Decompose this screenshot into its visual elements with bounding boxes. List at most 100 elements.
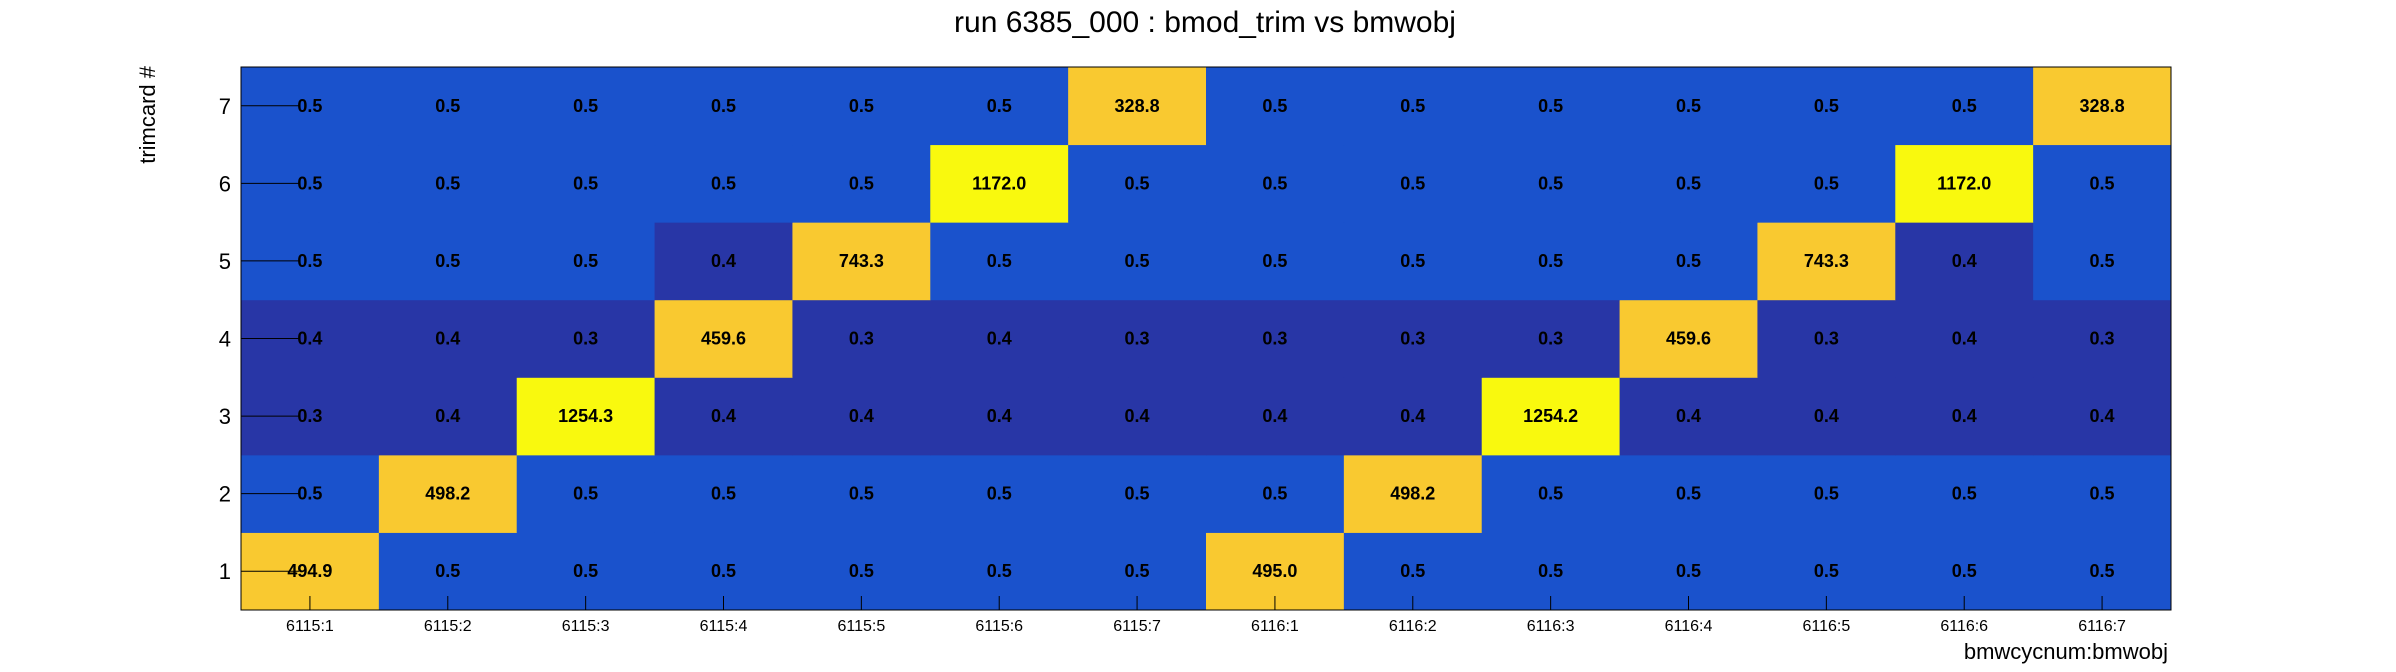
cell-value-label: 0.5 [849, 561, 874, 581]
cell-value-label: 0.5 [1538, 561, 1563, 581]
heatmap-cell [2033, 299, 2172, 378]
cell-value-label: 0.5 [1676, 484, 1701, 504]
cell-value-label: 0.5 [297, 96, 322, 116]
heatmap-cell [1619, 222, 1758, 301]
y-tick-label: 1 [219, 559, 231, 584]
cell-value-label: 0.5 [1262, 484, 1287, 504]
cell-value-label: 0.5 [297, 484, 322, 504]
heatmap-cell [1068, 454, 1207, 533]
y-tick-label: 4 [219, 327, 231, 352]
heatmap-cell [1481, 299, 1621, 378]
cell-value-label: 0.3 [1262, 329, 1287, 349]
cell-value-label: 494.9 [287, 561, 332, 581]
cell-value-label: 0.4 [711, 251, 736, 271]
x-tick-label: 6115:3 [562, 618, 610, 635]
cell-value-label: 498.2 [425, 484, 470, 504]
cell-value-label: 1172.0 [972, 173, 1026, 193]
cell-value-label: 0.3 [1125, 329, 1150, 349]
heatmap-cell [792, 454, 931, 533]
cell-value-label: 0.5 [1952, 561, 1977, 581]
cell-value-label: 0.3 [1400, 329, 1425, 349]
x-tick-label: 6115:1 [286, 618, 334, 635]
heatmap-cell [1481, 67, 1621, 146]
cell-value-label: 0.4 [1676, 406, 1701, 426]
heatmap-cell [2033, 377, 2172, 456]
heatmap-cell [1206, 222, 1345, 301]
heatmap-cell [1481, 222, 1621, 301]
heatmap-cell [2033, 67, 2172, 146]
cell-value-label: 0.5 [573, 251, 598, 271]
chart-title: run 6385_000 : bmod_trim vs bmwobj [954, 6, 1456, 39]
heatmap-cell [1343, 454, 1483, 533]
heatmap-cell [1206, 377, 1345, 456]
heatmap-cell [378, 67, 518, 146]
heatmap-cells [241, 67, 2172, 611]
heatmap-cell [930, 299, 1069, 378]
cell-value-label: 0.5 [1814, 561, 1839, 581]
cell-value-label: 0.5 [573, 173, 598, 193]
x-tick-label: 6115:6 [975, 618, 1023, 635]
cell-value-label: 0.4 [1814, 406, 1839, 426]
heatmap-cell [1619, 377, 1758, 456]
heatmap-cell [1481, 144, 1621, 223]
heatmap-cell [1343, 377, 1483, 456]
heatmap-cell [1757, 222, 1896, 301]
cell-value-label: 0.5 [573, 484, 598, 504]
cell-value-label: 0.5 [1400, 561, 1425, 581]
heatmap-cell [2033, 454, 2172, 533]
cell-value-label: 0.5 [1125, 484, 1150, 504]
heatmap-cell [1343, 144, 1483, 223]
cell-value-label: 0.5 [987, 251, 1012, 271]
x-tick-label: 6116:3 [1527, 618, 1575, 635]
y-tick-label: 2 [219, 482, 231, 507]
cell-value-label: 0.5 [1538, 251, 1563, 271]
cell-value-label: 743.3 [1804, 251, 1849, 271]
cell-value-label: 0.4 [2090, 406, 2115, 426]
cell-value-label: 0.3 [297, 406, 322, 426]
heatmap-cell [930, 67, 1069, 146]
cell-value-label: 0.5 [987, 484, 1012, 504]
cell-value-label: 0.5 [1262, 173, 1287, 193]
heatmap-cell [654, 299, 793, 378]
heatmap-cell [378, 299, 518, 378]
cell-value-label: 0.5 [1400, 96, 1425, 116]
y-tick-label: 7 [219, 94, 231, 119]
cell-value-label: 459.6 [701, 329, 746, 349]
x-tick-label: 6115:4 [700, 618, 748, 635]
cell-value-label: 0.4 [1400, 406, 1425, 426]
cell-value-label: 0.5 [1676, 173, 1701, 193]
cell-value-label: 0.5 [1538, 484, 1563, 504]
heatmap-cell [1343, 222, 1483, 301]
heatmap-cell [516, 299, 656, 378]
cell-value-label: 0.5 [2090, 484, 2115, 504]
cell-value-label: 0.5 [435, 251, 460, 271]
cell-value-label: 0.5 [1952, 484, 1977, 504]
heatmap-cell [378, 377, 518, 456]
heatmap-cell [1206, 67, 1345, 146]
cell-value-label: 0.4 [297, 329, 322, 349]
y-axis-title: trimcard # [135, 65, 160, 164]
cell-value-label: 328.8 [2080, 96, 2125, 116]
cell-value-label: 0.5 [435, 173, 460, 193]
heatmap-cell [1757, 377, 1896, 456]
cell-value-label: 1172.0 [1937, 173, 1991, 193]
cell-value-label: 459.6 [1666, 329, 1711, 349]
heatmap-cell [654, 67, 793, 146]
cell-value-label: 0.5 [1400, 251, 1425, 271]
heatmap-cell [792, 299, 931, 378]
cell-value-label: 0.5 [1676, 251, 1701, 271]
heatmap-cell [516, 222, 656, 301]
cell-value-label: 0.5 [1814, 173, 1839, 193]
cell-value-label: 0.5 [435, 96, 460, 116]
heatmap-cell [930, 454, 1069, 533]
x-axis-ticks: 6115:1 6115:2 6115:3 6115:4 6115:5 6115:6 6115… [286, 596, 2126, 635]
cell-value-label: 0.5 [1676, 561, 1701, 581]
cell-value-label: 0.3 [849, 329, 874, 349]
heatmap-cell [654, 377, 793, 456]
x-tick-label: 6115:2 [424, 618, 472, 635]
cell-value-label: 0.5 [1814, 96, 1839, 116]
cell-value-label: 0.4 [987, 329, 1012, 349]
cell-value-label: 0.5 [987, 96, 1012, 116]
cell-value-label: 0.5 [2090, 251, 2115, 271]
cell-value-label: 0.4 [849, 406, 874, 426]
